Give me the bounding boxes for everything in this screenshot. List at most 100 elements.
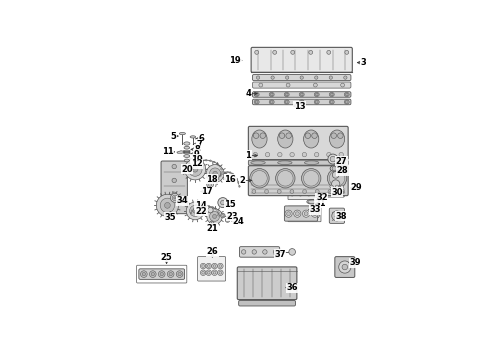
Circle shape (300, 100, 303, 103)
Circle shape (302, 152, 307, 157)
Circle shape (225, 218, 230, 222)
Ellipse shape (179, 132, 185, 135)
Circle shape (285, 93, 288, 96)
Ellipse shape (314, 93, 319, 96)
Circle shape (266, 152, 270, 157)
Circle shape (302, 210, 310, 217)
Circle shape (208, 183, 212, 186)
Circle shape (252, 171, 267, 186)
Circle shape (301, 168, 321, 188)
Circle shape (168, 271, 174, 278)
Circle shape (213, 215, 217, 219)
Circle shape (316, 93, 318, 96)
Circle shape (291, 50, 294, 54)
Ellipse shape (252, 130, 267, 148)
Ellipse shape (284, 100, 289, 104)
Circle shape (252, 250, 256, 254)
Text: 22: 22 (196, 207, 207, 216)
Circle shape (172, 192, 176, 197)
Circle shape (342, 264, 347, 270)
FancyBboxPatch shape (248, 166, 348, 195)
Ellipse shape (299, 100, 304, 104)
Circle shape (263, 250, 267, 254)
FancyBboxPatch shape (239, 301, 295, 306)
Circle shape (259, 83, 263, 87)
FancyBboxPatch shape (326, 180, 344, 197)
Circle shape (256, 76, 260, 79)
Ellipse shape (344, 100, 349, 104)
Circle shape (285, 210, 292, 217)
Ellipse shape (329, 130, 344, 148)
FancyBboxPatch shape (139, 269, 185, 279)
Text: 28: 28 (337, 166, 348, 175)
Circle shape (343, 76, 347, 79)
Circle shape (242, 250, 246, 254)
Circle shape (218, 270, 223, 275)
Circle shape (210, 211, 220, 221)
Circle shape (210, 168, 220, 179)
Ellipse shape (254, 100, 259, 104)
Circle shape (174, 197, 176, 199)
Circle shape (252, 190, 256, 193)
Text: 26: 26 (206, 247, 218, 256)
Circle shape (287, 212, 291, 216)
Circle shape (218, 198, 228, 208)
Circle shape (207, 265, 210, 267)
Circle shape (286, 133, 292, 139)
Ellipse shape (269, 100, 274, 104)
Circle shape (253, 133, 259, 139)
Text: 16: 16 (224, 175, 236, 184)
Circle shape (290, 152, 294, 157)
Polygon shape (177, 151, 185, 153)
Circle shape (213, 271, 216, 274)
Ellipse shape (254, 93, 259, 96)
Ellipse shape (314, 100, 319, 104)
Circle shape (176, 271, 183, 278)
Circle shape (213, 171, 217, 176)
FancyBboxPatch shape (252, 82, 351, 88)
Text: 38: 38 (336, 212, 347, 221)
Ellipse shape (184, 142, 190, 145)
Circle shape (311, 210, 318, 217)
Circle shape (188, 162, 202, 176)
Circle shape (316, 190, 319, 193)
Circle shape (309, 50, 313, 54)
Circle shape (250, 168, 269, 188)
Circle shape (190, 205, 201, 216)
Circle shape (303, 171, 319, 186)
FancyBboxPatch shape (252, 75, 351, 81)
Circle shape (312, 133, 318, 139)
Text: 17: 17 (201, 187, 213, 196)
Text: 30: 30 (331, 188, 343, 197)
Text: 18: 18 (206, 175, 218, 184)
FancyBboxPatch shape (288, 206, 321, 222)
Text: 5: 5 (171, 131, 176, 140)
Ellipse shape (335, 191, 339, 193)
Circle shape (305, 133, 311, 139)
Circle shape (212, 270, 217, 275)
Circle shape (207, 209, 222, 224)
Text: 15: 15 (224, 200, 236, 209)
FancyBboxPatch shape (329, 208, 344, 223)
Circle shape (277, 171, 293, 186)
Text: 4: 4 (245, 89, 251, 98)
Text: 27: 27 (335, 157, 347, 166)
Circle shape (255, 93, 258, 96)
Text: 2: 2 (240, 176, 246, 185)
Text: 13: 13 (294, 102, 305, 111)
Circle shape (314, 83, 318, 87)
Circle shape (339, 261, 351, 273)
Circle shape (255, 100, 258, 103)
Circle shape (202, 271, 204, 274)
Circle shape (212, 263, 217, 269)
Ellipse shape (184, 155, 190, 157)
Circle shape (271, 76, 274, 79)
Ellipse shape (329, 100, 334, 104)
Circle shape (341, 190, 344, 193)
FancyBboxPatch shape (197, 257, 225, 281)
Circle shape (290, 190, 294, 193)
Circle shape (171, 193, 179, 202)
Circle shape (330, 156, 336, 162)
Circle shape (286, 76, 289, 79)
Circle shape (278, 152, 282, 157)
